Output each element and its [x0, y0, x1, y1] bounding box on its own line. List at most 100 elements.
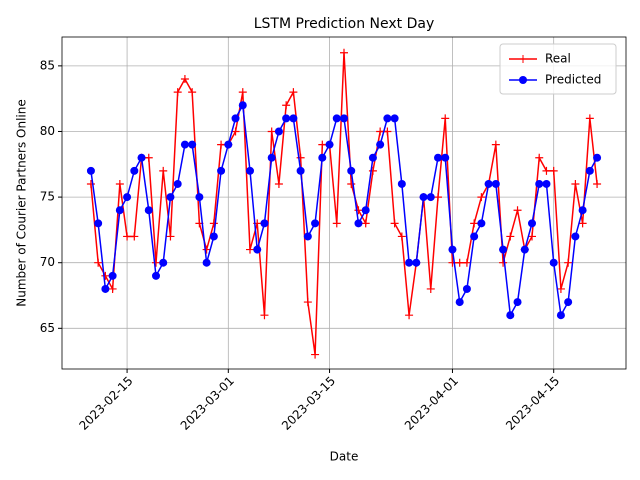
point	[340, 114, 348, 123]
point	[123, 193, 132, 202]
point	[578, 219, 587, 228]
point	[195, 193, 204, 202]
point	[470, 232, 479, 241]
point	[144, 206, 153, 215]
point	[108, 284, 117, 293]
point	[347, 179, 356, 188]
point	[405, 311, 414, 320]
point	[130, 232, 139, 241]
point	[491, 140, 500, 149]
point	[542, 166, 551, 175]
point	[123, 232, 132, 241]
x-axis-label: Date	[330, 450, 359, 464]
point	[340, 48, 348, 57]
point	[144, 153, 153, 162]
point	[390, 219, 399, 228]
point	[593, 179, 602, 188]
point	[383, 114, 392, 123]
point	[267, 127, 276, 136]
point	[477, 193, 486, 202]
point	[383, 127, 392, 136]
point	[528, 219, 536, 228]
point	[238, 88, 247, 97]
point	[253, 245, 262, 254]
point	[115, 179, 124, 188]
point	[549, 258, 558, 267]
legend-label: Real	[545, 52, 571, 66]
point	[173, 179, 182, 188]
point	[246, 166, 254, 175]
point	[455, 258, 464, 267]
y-tick-label: 80	[40, 124, 55, 138]
point	[397, 179, 406, 188]
point	[101, 284, 110, 293]
y-tick-label: 65	[40, 321, 55, 335]
chart-title: LSTM Prediction Next Day	[254, 16, 434, 32]
point	[361, 206, 370, 215]
point	[173, 88, 182, 97]
point	[426, 193, 435, 202]
point	[274, 179, 283, 188]
point	[303, 232, 312, 241]
point	[130, 166, 139, 175]
point	[347, 166, 356, 175]
x-tick-label: 2023-03-15	[279, 374, 338, 433]
point	[202, 245, 211, 254]
point	[426, 284, 435, 293]
point	[448, 245, 457, 254]
point	[390, 114, 399, 123]
point	[368, 166, 377, 175]
point	[571, 232, 580, 241]
y-tick-label: 70	[40, 255, 55, 269]
point	[137, 153, 146, 162]
point	[202, 258, 211, 267]
point	[311, 350, 320, 359]
point	[94, 219, 103, 228]
point	[289, 114, 298, 123]
point	[231, 127, 240, 136]
plot-frame	[61, 36, 627, 370]
point	[564, 298, 573, 307]
legend-label: Predicted	[545, 73, 601, 87]
point	[397, 232, 406, 241]
x-tick-label: 2023-02-15	[76, 374, 135, 433]
point	[217, 140, 226, 149]
point	[491, 179, 500, 188]
point	[332, 219, 341, 228]
point	[159, 166, 168, 175]
point	[462, 284, 471, 293]
point	[585, 166, 594, 175]
point	[578, 206, 587, 215]
point	[499, 258, 508, 267]
point	[455, 298, 464, 307]
point	[368, 153, 377, 162]
point	[405, 258, 414, 267]
legend-box	[499, 43, 617, 95]
point	[593, 153, 602, 162]
point	[556, 311, 565, 320]
point	[325, 140, 334, 149]
point	[513, 298, 522, 307]
point	[318, 153, 327, 162]
point	[311, 219, 320, 228]
point	[564, 258, 573, 267]
point	[556, 284, 565, 293]
point	[434, 193, 442, 202]
x-tick-label: 2023-04-01	[402, 374, 461, 433]
point	[86, 179, 95, 188]
x-tick-label: 2023-04-15	[503, 374, 562, 433]
point	[282, 114, 291, 123]
point	[180, 140, 189, 149]
point	[535, 153, 544, 162]
point	[224, 140, 233, 149]
series-line	[90, 52, 598, 355]
point	[303, 298, 312, 307]
point	[462, 258, 471, 267]
point	[260, 219, 269, 228]
point	[441, 153, 450, 162]
point	[267, 153, 276, 162]
point	[441, 114, 450, 123]
point	[152, 258, 160, 267]
point	[434, 153, 442, 162]
point	[180, 74, 189, 83]
